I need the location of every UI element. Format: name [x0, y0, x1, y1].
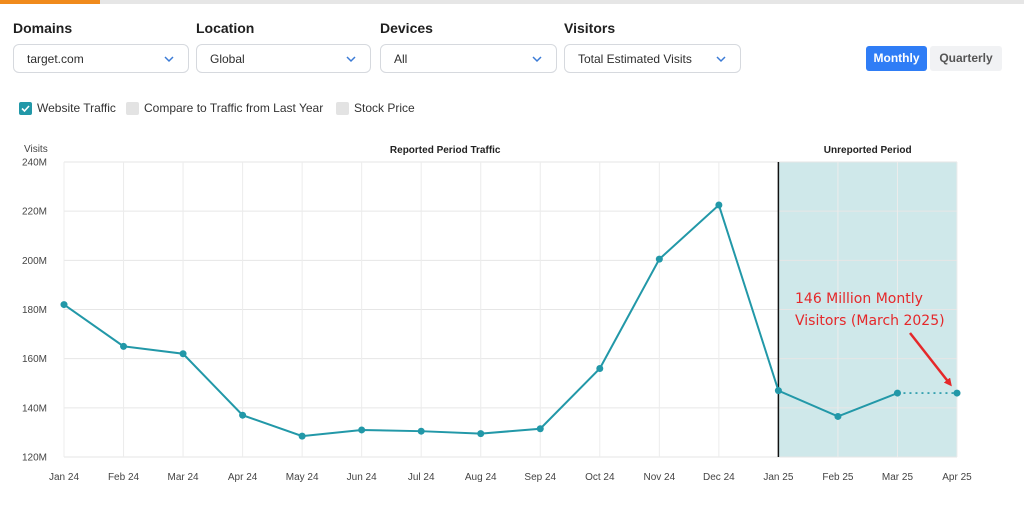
data-point-jan-25[interactable] — [774, 387, 782, 395]
data-point-feb-24[interactable] — [120, 342, 128, 350]
annotation-line-2: Visitors (March 2025) — [795, 313, 945, 329]
annotation-line-1: 146 Million Montly — [795, 291, 923, 307]
data-point-jun-24[interactable] — [358, 426, 366, 434]
data-point-apr-24[interactable] — [239, 411, 247, 419]
x-tick-label: Sep 24 — [524, 472, 556, 483]
y-tick-label: 140M — [22, 403, 47, 414]
y-tick-label: 120M — [22, 453, 47, 464]
domains-filter: Domains target.com — [13, 20, 189, 73]
data-point-nov-24[interactable] — [655, 255, 663, 263]
x-tick-label: Feb 24 — [108, 472, 140, 483]
devices-filter: Devices All — [380, 20, 557, 73]
checkbox-checked-icon — [19, 101, 32, 115]
data-point-mar-25[interactable] — [893, 389, 901, 397]
x-tick-label: Jun 24 — [347, 472, 377, 483]
website-traffic-checkbox[interactable]: Website Traffic — [19, 100, 116, 116]
y-axis-title: Visits — [24, 144, 48, 155]
data-point-mar-24[interactable] — [179, 350, 187, 358]
data-point-jan-24[interactable] — [60, 301, 68, 309]
y-tick-label: 200M — [22, 256, 47, 267]
checkbox-unchecked-icon — [336, 101, 349, 115]
data-point-sep-24[interactable] — [536, 425, 544, 433]
chevron-down-icon — [164, 56, 174, 63]
data-point-dec-24[interactable] — [715, 201, 723, 209]
quarterly-toggle-button[interactable]: Quarterly — [930, 46, 1002, 71]
monthly-toggle-button[interactable]: Monthly — [866, 46, 927, 71]
data-point-feb-25[interactable] — [834, 412, 842, 420]
y-tick-label: 220M — [22, 207, 47, 218]
data-point-apr-25[interactable] — [953, 389, 961, 397]
domains-value: target.com — [27, 52, 84, 66]
visitors-select[interactable]: Total Estimated Visits — [564, 44, 741, 73]
location-label: Location — [196, 20, 255, 36]
stock-price-label: Stock Price — [354, 101, 415, 115]
x-tick-label: Mar 25 — [882, 472, 914, 483]
annotation-arrow — [909, 332, 952, 387]
x-tick-label: May 24 — [286, 472, 319, 483]
top-progress-bar — [0, 0, 1024, 4]
devices-select[interactable]: All — [380, 44, 557, 73]
visitors-value: Total Estimated Visits — [578, 52, 692, 66]
devices-value: All — [394, 52, 408, 66]
y-tick-label: 240M — [22, 158, 47, 169]
visitors-filter: Visitors Total Estimated Visits — [564, 20, 741, 73]
x-tick-label: Jan 24 — [49, 472, 79, 483]
location-filter: Location Global — [196, 20, 371, 73]
stock-price-checkbox[interactable]: Stock Price — [336, 100, 415, 116]
compare-last-year-checkbox[interactable]: Compare to Traffic from Last Year — [126, 100, 323, 116]
devices-label: Devices — [380, 20, 433, 36]
x-tick-label: Mar 24 — [168, 472, 200, 483]
unreported-period-title: Unreported Period — [824, 145, 912, 156]
x-tick-label: Feb 25 — [822, 472, 854, 483]
top-progress-accent — [0, 0, 100, 4]
x-tick-label: Aug 24 — [465, 472, 497, 483]
website-traffic-label: Website Traffic — [37, 101, 116, 115]
visitors-label: Visitors — [564, 20, 616, 36]
data-point-may-24[interactable] — [298, 432, 306, 440]
domains-select[interactable]: target.com — [13, 44, 189, 73]
location-value: Global — [210, 52, 245, 66]
y-tick-label: 160M — [22, 354, 47, 365]
x-tick-label: Jan 25 — [763, 472, 793, 483]
x-tick-label: Apr 25 — [942, 472, 972, 483]
compare-last-year-label: Compare to Traffic from Last Year — [144, 101, 324, 115]
location-select[interactable]: Global — [196, 44, 371, 73]
x-tick-label: Oct 24 — [585, 472, 615, 483]
chevron-down-icon — [716, 56, 726, 63]
y-tick-label: 180M — [22, 305, 47, 316]
data-point-jul-24[interactable] — [417, 427, 425, 435]
x-tick-label: Dec 24 — [703, 472, 735, 483]
domains-label: Domains — [13, 20, 73, 36]
x-tick-label: Nov 24 — [643, 472, 675, 483]
chevron-down-icon — [532, 56, 542, 63]
x-tick-label: Jul 24 — [408, 472, 435, 483]
x-tick-label: Apr 24 — [228, 472, 258, 483]
chevron-down-icon — [346, 56, 356, 63]
data-point-oct-24[interactable] — [596, 365, 604, 372]
reported-period-title: Reported Period Traffic — [390, 145, 501, 156]
checkbox-unchecked-icon — [126, 101, 139, 115]
data-point-aug-24[interactable] — [477, 430, 485, 438]
